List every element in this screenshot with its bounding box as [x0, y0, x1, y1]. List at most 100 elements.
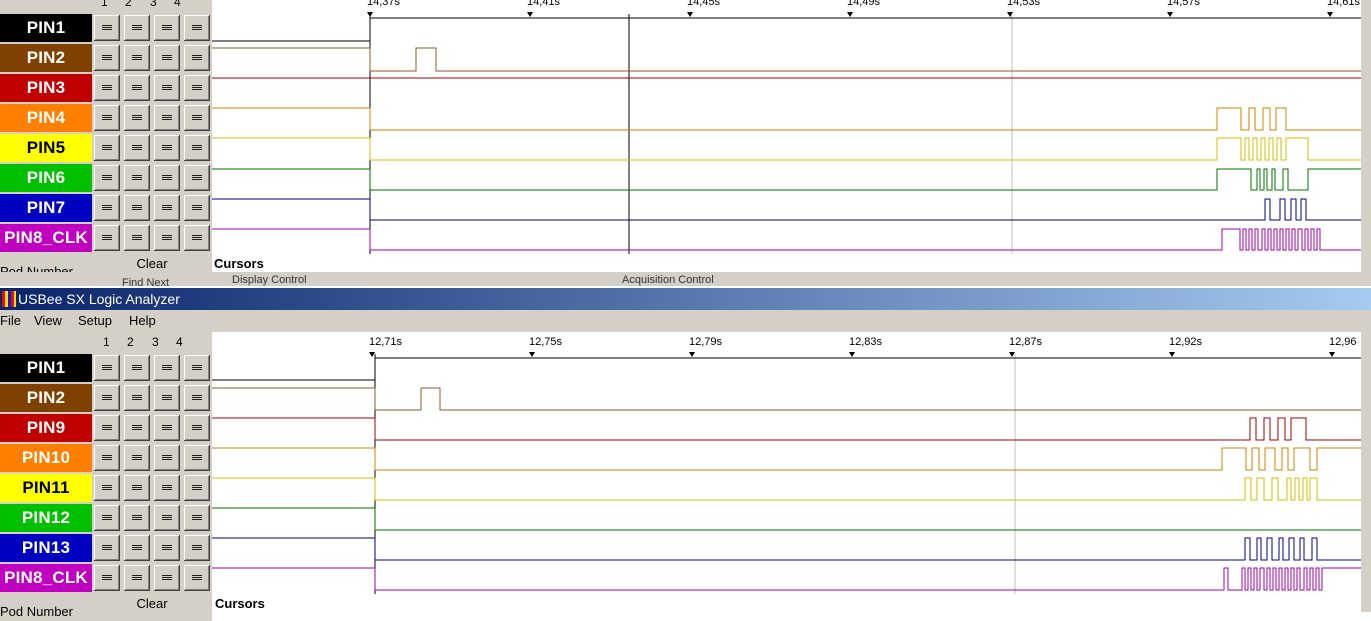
pod-trigger-button[interactable] — [154, 445, 180, 471]
pod-trigger-button[interactable] — [124, 445, 150, 471]
channel-label-pin12[interactable]: PIN12 — [0, 504, 92, 533]
channel-label-pin6[interactable]: PIN6 — [0, 164, 92, 193]
channel-label-pin1[interactable]: PIN1 — [0, 354, 92, 383]
pod-trigger-button[interactable] — [184, 355, 210, 381]
vertical-scrollbar[interactable] — [1361, 332, 1371, 612]
pod-trigger-button[interactable] — [124, 225, 150, 251]
pod-trigger-button[interactable] — [124, 475, 150, 501]
pod-trigger-button[interactable] — [154, 535, 180, 561]
pod-trigger-button[interactable] — [154, 225, 180, 251]
pod-trigger-button[interactable] — [124, 15, 150, 41]
channel-label-pin10[interactable]: PIN10 — [0, 444, 92, 473]
pod-trigger-button[interactable] — [184, 75, 210, 101]
channel-label-pin8_clk[interactable]: PIN8_CLK — [0, 564, 92, 593]
pod-trigger-button[interactable] — [154, 565, 180, 591]
menu-view[interactable]: View — [34, 313, 62, 328]
pod-trigger-button[interactable] — [154, 355, 180, 381]
waveform-pin7 — [212, 198, 1361, 221]
pod-trigger-button[interactable] — [124, 45, 150, 71]
channel-label-pin8_clk[interactable]: PIN8_CLK — [0, 224, 92, 253]
clear-button[interactable]: Clear — [92, 593, 212, 615]
pod-trigger-button[interactable] — [94, 475, 120, 501]
channel-label-pin7[interactable]: PIN7 — [0, 194, 92, 223]
channel-label-pin2[interactable]: PIN2 — [0, 384, 92, 413]
find-next-tab[interactable]: Find Next — [122, 277, 170, 286]
pod-trigger-button[interactable] — [94, 75, 120, 101]
pod-trigger-button[interactable] — [94, 195, 120, 221]
pod-number-4: 4 — [174, 0, 181, 9]
pod-trigger-button[interactable] — [124, 105, 150, 131]
pod-trigger-button[interactable] — [184, 15, 210, 41]
channel-label-pin2[interactable]: PIN2 — [0, 44, 92, 73]
pod-trigger-button[interactable] — [154, 75, 180, 101]
pod-trigger-button[interactable] — [184, 385, 210, 411]
pod-trigger-button[interactable] — [154, 45, 180, 71]
menu-file[interactable]: File — [0, 313, 21, 328]
pod-trigger-button[interactable] — [154, 195, 180, 221]
pod-trigger-button[interactable] — [124, 565, 150, 591]
channel-label-pin9[interactable]: PIN9 — [0, 414, 92, 443]
waveform-area[interactable]: 14,37s 14,41s 14,45s 14,49s 14,53s 14,57s 14,6… — [212, 0, 1361, 272]
pod-trigger-button[interactable] — [94, 505, 120, 531]
trigger-dontcare-icon — [192, 55, 202, 61]
pod-trigger-button[interactable] — [154, 415, 180, 441]
acquisition-control-tab[interactable]: Acquisition Control — [622, 274, 714, 286]
channel-label-pin11[interactable]: PIN11 — [0, 474, 92, 503]
pod-trigger-button[interactable] — [94, 105, 120, 131]
pod-trigger-button[interactable] — [154, 475, 180, 501]
menu-setup[interactable]: Setup — [78, 313, 112, 328]
pod-trigger-button[interactable] — [94, 225, 120, 251]
pod-trigger-button[interactable] — [94, 565, 120, 591]
display-control-tab[interactable]: Display Control — [232, 274, 307, 286]
pod-trigger-button[interactable] — [184, 505, 210, 531]
channel-label-pin13[interactable]: PIN13 — [0, 534, 92, 563]
pod-trigger-button[interactable] — [94, 385, 120, 411]
pod-trigger-button[interactable] — [184, 475, 210, 501]
pod-trigger-button[interactable] — [94, 445, 120, 471]
trigger-dontcare-icon — [192, 115, 202, 121]
pod-trigger-button[interactable] — [154, 165, 180, 191]
channel-label-pin3[interactable]: PIN3 — [0, 74, 92, 103]
pod-trigger-button[interactable] — [124, 505, 150, 531]
pod-trigger-button[interactable] — [94, 415, 120, 441]
pod-trigger-button[interactable] — [124, 535, 150, 561]
pod-trigger-button[interactable] — [94, 535, 120, 561]
pod-trigger-button[interactable] — [184, 415, 210, 441]
pod-number-4: 4 — [176, 335, 183, 349]
pod-trigger-button[interactable] — [184, 165, 210, 191]
pod-trigger-button[interactable] — [154, 135, 180, 161]
pod-trigger-button[interactable] — [124, 135, 150, 161]
pod-trigger-button[interactable] — [154, 385, 180, 411]
waveform-area[interactable]: 12,71s 12,75s 12,79s 12,83s 12,87s 12,92s 12,9… — [212, 332, 1361, 612]
pod-trigger-button[interactable] — [184, 135, 210, 161]
pod-trigger-button[interactable] — [184, 45, 210, 71]
pod-trigger-button[interactable] — [94, 45, 120, 71]
pod-trigger-button[interactable] — [184, 105, 210, 131]
vertical-scrollbar[interactable] — [1361, 0, 1371, 272]
pod-trigger-button[interactable] — [154, 15, 180, 41]
pod-trigger-button[interactable] — [184, 535, 210, 561]
trigger-dontcare-icon — [102, 515, 112, 521]
pod-trigger-button[interactable] — [124, 385, 150, 411]
channel-label-pin1[interactable]: PIN1 — [0, 14, 92, 43]
time-tick-mark — [529, 352, 535, 357]
pod-trigger-button[interactable] — [124, 75, 150, 101]
pod-trigger-button[interactable] — [154, 505, 180, 531]
pod-trigger-button[interactable] — [184, 565, 210, 591]
clear-button[interactable]: Clear — [92, 253, 212, 275]
pod-trigger-button[interactable] — [184, 445, 210, 471]
channel-label-pin5[interactable]: PIN5 — [0, 134, 92, 163]
pod-trigger-button[interactable] — [94, 135, 120, 161]
pod-trigger-button[interactable] — [94, 165, 120, 191]
menu-help[interactable]: Help — [129, 313, 156, 328]
pod-trigger-button[interactable] — [94, 15, 120, 41]
pod-trigger-button[interactable] — [154, 105, 180, 131]
pod-trigger-button[interactable] — [124, 165, 150, 191]
pod-trigger-button[interactable] — [124, 195, 150, 221]
pod-trigger-button[interactable] — [184, 195, 210, 221]
pod-trigger-button[interactable] — [124, 355, 150, 381]
pod-trigger-button[interactable] — [94, 355, 120, 381]
pod-trigger-button[interactable] — [184, 225, 210, 251]
channel-label-pin4[interactable]: PIN4 — [0, 104, 92, 133]
pod-trigger-button[interactable] — [124, 415, 150, 441]
